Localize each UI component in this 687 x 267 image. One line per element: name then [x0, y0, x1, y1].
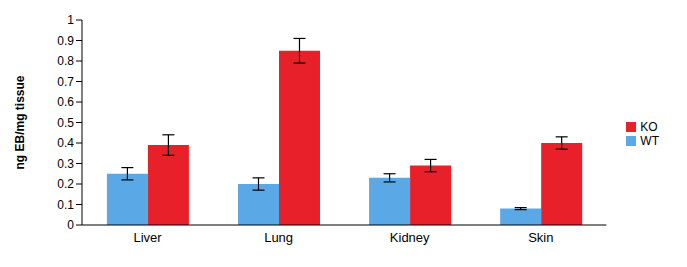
svg-text:0.4: 0.4: [57, 136, 74, 150]
svg-text:0.2: 0.2: [57, 177, 74, 191]
svg-text:Kidney: Kidney: [390, 230, 430, 245]
svg-text:0.8: 0.8: [57, 54, 74, 68]
html-text:KO: KO: [640, 119, 658, 134]
svg-text:0.7: 0.7: [57, 75, 74, 89]
svg-text:ng EB/mg tissue: ng EB/mg tissue: [13, 75, 27, 169]
svg-text:Lung: Lung: [264, 230, 293, 245]
svg-text:1: 1: [67, 13, 74, 27]
svg-text:0: 0: [67, 218, 74, 232]
svg-text:Liver: Liver: [133, 230, 162, 245]
svg-text:0.6: 0.6: [57, 95, 74, 109]
svg-text:0.1: 0.1: [57, 198, 74, 212]
svg-text:Skin: Skin: [528, 230, 553, 245]
svg-text:0.3: 0.3: [57, 157, 74, 171]
html-text:WT: WT: [640, 133, 659, 148]
svg-text:0.9: 0.9: [57, 34, 74, 48]
svg-text:0.5: 0.5: [57, 116, 74, 130]
